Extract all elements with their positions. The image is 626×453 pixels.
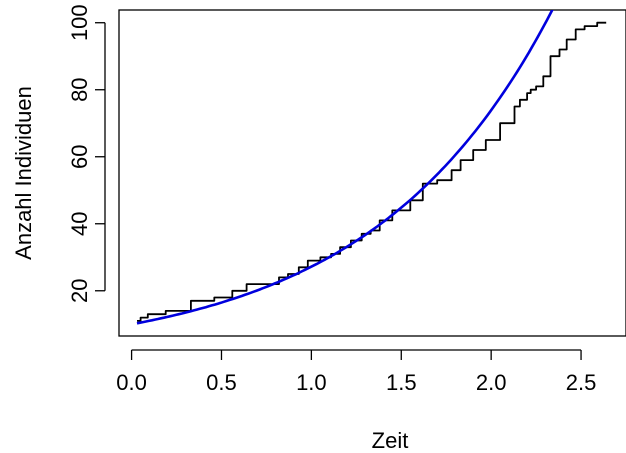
y-axis-title: Anzahl Individuen <box>11 86 36 260</box>
x-tick-label: 2.0 <box>476 370 507 395</box>
x-tick-label: 1.0 <box>296 370 327 395</box>
x-tick-label: 1.5 <box>386 370 417 395</box>
x-tick-label: 0.5 <box>206 370 237 395</box>
plot-box <box>118 9 626 337</box>
y-tick-label: 20 <box>67 279 92 303</box>
y-tick-label: 80 <box>67 77 92 101</box>
x-axis: 0.0 0.5 1.0 1.5 2.0 2.5 <box>116 349 597 395</box>
series-line-exponential <box>136 10 554 325</box>
x-axis-title: Zeit <box>372 428 409 453</box>
x-tick-label: 2.5 <box>566 370 597 395</box>
plot-area <box>136 10 607 325</box>
y-tick-label: 100 <box>67 4 92 41</box>
y-axis: 20 40 60 80 100 <box>67 4 106 303</box>
y-tick-label: 40 <box>67 212 92 236</box>
y-tick-label: 60 <box>67 145 92 169</box>
series-line-step <box>137 21 607 322</box>
x-tick-label: 0.0 <box>116 370 147 395</box>
